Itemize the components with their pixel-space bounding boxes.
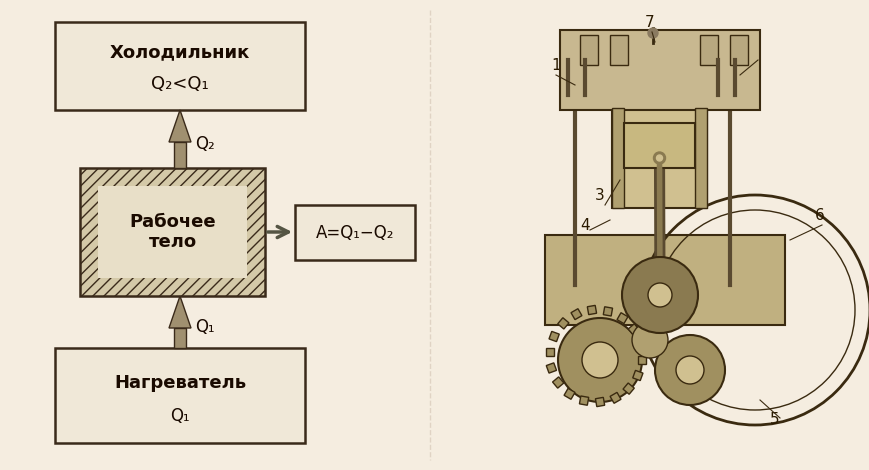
Bar <box>602 307 612 316</box>
Circle shape <box>581 342 617 378</box>
Circle shape <box>675 356 703 384</box>
Circle shape <box>647 283 671 307</box>
Bar <box>587 306 596 314</box>
Text: Холодильник: Холодильник <box>109 43 250 61</box>
Bar <box>632 370 642 381</box>
Bar <box>295 205 415 260</box>
Text: 7: 7 <box>645 15 654 30</box>
Bar <box>174 328 186 348</box>
Bar <box>729 35 747 65</box>
Bar <box>80 168 265 296</box>
Bar <box>616 313 627 324</box>
Text: A=Q₁−Q₂: A=Q₁−Q₂ <box>315 224 394 242</box>
Circle shape <box>653 152 665 164</box>
Bar <box>700 35 717 65</box>
Text: Нагреватель: Нагреватель <box>114 374 246 392</box>
Bar <box>544 235 784 325</box>
Bar <box>563 388 574 400</box>
Text: Q₁: Q₁ <box>170 407 189 425</box>
Bar <box>560 30 760 110</box>
Bar <box>609 35 627 65</box>
Bar <box>611 108 706 208</box>
Polygon shape <box>169 110 191 142</box>
Text: Q₂: Q₂ <box>195 135 215 153</box>
Bar <box>627 324 639 335</box>
Text: 1: 1 <box>551 57 561 72</box>
Bar <box>557 318 568 329</box>
Text: 2: 2 <box>749 42 759 57</box>
Circle shape <box>656 155 661 161</box>
Text: Q₂<Q₁: Q₂<Q₁ <box>151 75 209 93</box>
Text: Рабочее
тело: Рабочее тело <box>129 212 216 251</box>
Bar <box>622 383 634 394</box>
Bar <box>594 397 604 407</box>
Bar <box>548 331 559 342</box>
Bar <box>579 396 588 405</box>
Text: Q₁: Q₁ <box>195 318 215 336</box>
Bar <box>611 108 623 208</box>
Bar <box>55 348 305 443</box>
Bar <box>634 339 645 349</box>
Bar <box>609 392 620 403</box>
Bar <box>694 108 706 208</box>
Bar <box>623 123 694 168</box>
Bar <box>174 142 186 168</box>
Bar <box>570 309 581 320</box>
Circle shape <box>647 28 657 38</box>
Text: 5: 5 <box>769 413 779 428</box>
Circle shape <box>621 257 697 333</box>
Bar <box>580 35 597 65</box>
Text: 3: 3 <box>594 188 604 203</box>
Bar <box>546 348 554 356</box>
Text: 6: 6 <box>814 207 824 222</box>
Text: 4: 4 <box>580 218 589 233</box>
Circle shape <box>631 322 667 358</box>
Bar <box>546 363 556 373</box>
Circle shape <box>654 335 724 405</box>
Bar <box>55 22 305 110</box>
Polygon shape <box>169 296 191 328</box>
Bar <box>637 356 646 364</box>
Bar <box>98 186 247 278</box>
Circle shape <box>557 318 641 402</box>
Bar <box>552 377 563 388</box>
